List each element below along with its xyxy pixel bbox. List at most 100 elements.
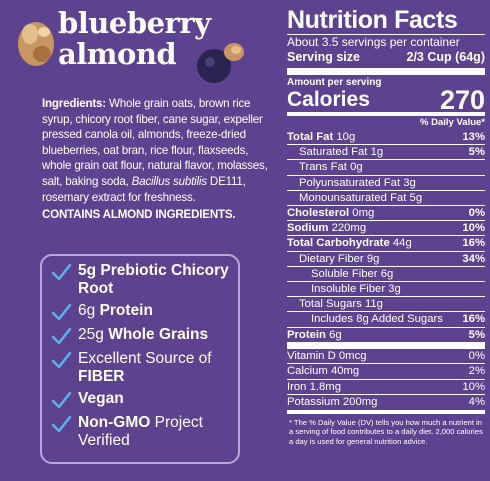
- nutrient-row: Monounsaturated Fat 5g: [287, 189, 485, 205]
- nutrient-name: Total Fat: [287, 131, 334, 143]
- nutrient-row: Trans Fat 0g: [287, 159, 485, 174]
- nutrient: Monounsaturated Fat 5g: [287, 191, 422, 205]
- footnote: * The % Daily Value (DV) tells you how m…: [289, 417, 483, 446]
- amount-label: Amount per serving: [287, 77, 382, 88]
- claim: Excellent Source of FIBER: [50, 350, 238, 386]
- claim: Vegan: [50, 390, 238, 410]
- nutrient-dv: 5%: [468, 328, 485, 341]
- vitamin-dv: 0%: [468, 349, 485, 362]
- nutrient-row: Total Fat 10g 13%: [287, 130, 485, 144]
- nutrient: Sodium 220mg: [287, 221, 366, 235]
- nutrient: Polyunsaturated Fat 3g: [287, 176, 416, 190]
- ingredients-italic: Bacillus subtilis: [131, 174, 207, 188]
- vitamin-row: Calcium 40mg 2%: [287, 363, 485, 379]
- nutrient-name: Saturated Fat: [299, 146, 368, 159]
- nutrient: Cholesterol 0mg: [287, 206, 374, 220]
- nutrient-row: Saturated Fat 1g 5%: [287, 144, 485, 159]
- nutrient-dv: 16%: [462, 237, 485, 250]
- ingredients-label: Ingredients:: [42, 97, 106, 110]
- checkmark: [51, 351, 72, 369]
- nutrient-row: Total Carbohydrate 44g 16%: [287, 235, 485, 250]
- vitamin-name: Potassium 200mg: [287, 396, 378, 409]
- vitamin-row: Iron 1.8mg 10%: [287, 378, 485, 395]
- claim-segment: Whole Grains: [108, 326, 209, 343]
- claims-box: 5g Prebiotic Chicory Root 6g Protein 25g…: [40, 254, 240, 464]
- nutrition-facts: Nutrition Facts About 3.5 servings per c…: [287, 6, 485, 446]
- nutrient-row: Soluble Fiber 6g: [287, 265, 485, 281]
- nutrient-amount: 0g: [350, 161, 363, 174]
- calories-row: Calories 270: [287, 85, 485, 115]
- vitamin-dv: 2%: [468, 365, 485, 378]
- nutrient-amount: 1g: [370, 146, 384, 159]
- vitamin-rows: Vitamin D 0mcg 0% Calcium 40mg 2% Iron 1.8mg…: [287, 349, 485, 410]
- nf-title: Nutrition Facts: [287, 6, 458, 34]
- claim: 6g Protein: [50, 302, 238, 322]
- checkmark: [51, 415, 72, 433]
- nutrient-dv: 10%: [462, 222, 485, 235]
- nutrient-name: Total Carbohydrate: [287, 237, 390, 250]
- serving-size-label: Serving size: [287, 50, 360, 64]
- nutrient-name: Trans Fat: [299, 161, 347, 174]
- nutrient-dv: 0%: [468, 207, 485, 220]
- nutrient-name: Protein: [287, 328, 326, 341]
- claim-text: Non-GMO Project Verified: [78, 414, 233, 450]
- nutrient-name: Total Sugars: [299, 298, 362, 311]
- calories-label: Calories: [287, 88, 370, 111]
- nutrient-name: Soluble Fiber: [311, 267, 378, 280]
- nutrient-row: Polyunsaturated Fat 3g: [287, 174, 485, 190]
- nutrient-rows: Total Fat 10g 13% Saturated Fat 1g 5% Trans …: [287, 130, 485, 342]
- nutrient: Dietary Fiber 9g: [287, 252, 379, 266]
- nutrient-row: Includes 8g Added Sugars 16%: [287, 311, 485, 326]
- servings: About 3.5 servings per container: [287, 34, 485, 50]
- claim-text: Excellent Source of FIBER: [78, 350, 233, 386]
- nutrient: Soluble Fiber 6g: [287, 267, 393, 281]
- blueberry-cluster: [197, 43, 244, 83]
- vitamin-dv: 10%: [462, 380, 485, 393]
- rule: [287, 409, 485, 414]
- nutrient-dv: 5%: [468, 146, 485, 159]
- vitamin-name: Calcium 40mg: [287, 365, 360, 378]
- nutrient-name: Dietary Fiber: [299, 252, 364, 265]
- nutrient: Includes 8g Added Sugars: [287, 312, 443, 326]
- nutrient-row: Insoluble Fiber 3g: [287, 281, 485, 296]
- nutrient-amount: 220mg: [331, 222, 367, 235]
- nutrient-amount: 6g: [380, 267, 394, 280]
- claim-text: 5g Prebiotic Chicory Root: [78, 262, 233, 298]
- title-line: blueberry: [58, 6, 211, 40]
- nutrient: Total Carbohydrate 44g: [287, 236, 412, 250]
- nutrient-dv: 16%: [462, 313, 485, 326]
- nutrient-amount: 5g: [409, 191, 423, 204]
- nutrient-amount: 11g: [364, 298, 383, 311]
- calories: 270: [439, 85, 485, 115]
- claim-segment: 25g: [78, 326, 104, 343]
- checkmark: [51, 391, 72, 409]
- dv-header: % Daily Value*: [420, 117, 485, 128]
- nutrient-amount: 0mg: [352, 207, 375, 220]
- nutrient-name: Sodium: [287, 222, 329, 235]
- nutrient-row: Sodium 220mg 10%: [287, 220, 485, 235]
- nutrient-row: Protein 6g 5%: [287, 326, 485, 342]
- nutrient-name: Monounsaturated Fat: [299, 191, 407, 204]
- claim: 5g Prebiotic Chicory Root: [50, 262, 238, 298]
- vitamin-name: Iron 1.8mg: [287, 380, 342, 393]
- nutrient-row: Dietary Fiber 9g 34%: [287, 250, 485, 266]
- almond-cluster: [18, 22, 54, 66]
- ingredients-text: DE111, rosemary extract for freshness.: [42, 174, 246, 204]
- vitamin-dv: 4%: [468, 396, 485, 409]
- nutrient: Total Fat 10g: [287, 130, 355, 144]
- claim-segment: 6g: [78, 302, 96, 319]
- claim-segment: Excellent Source of: [78, 350, 212, 367]
- product-title: blueberry almond: [58, 6, 211, 70]
- checkmark: [51, 263, 72, 281]
- rule: [287, 112, 485, 116]
- nutrient: Trans Fat 0g: [287, 160, 363, 174]
- nutrient-amount: 10g: [336, 131, 356, 143]
- ingredients-text: Whole grain oats, brown rice syrup, chic…: [42, 97, 268, 188]
- nutrient-amount: 9g: [366, 252, 380, 265]
- nutrient: Total Sugars 11g: [287, 297, 383, 311]
- rule: [287, 68, 485, 75]
- allergen: CONTAINS ALMOND INGREDIENTS.: [42, 208, 236, 222]
- nutrient: Saturated Fat 1g: [287, 145, 383, 159]
- serving-size-row: Serving size 2/3 Cup (64g): [287, 50, 485, 65]
- claim-text: Vegan: [78, 390, 233, 410]
